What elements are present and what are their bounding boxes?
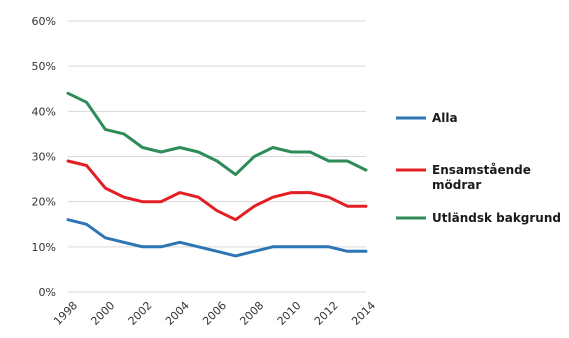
- x-tick-label: 2012: [312, 299, 341, 328]
- x-tick-label: 2004: [163, 299, 192, 328]
- x-tick-label: 2014: [349, 299, 378, 328]
- x-tick-label: 2006: [200, 299, 229, 328]
- legend-label-0: Alla: [432, 111, 458, 125]
- legend-label-2: Utländsk bakgrund: [432, 211, 561, 225]
- y-tick-label: 50%: [32, 60, 56, 73]
- y-tick-label: 60%: [32, 15, 56, 28]
- x-tick-label: 2000: [88, 299, 117, 328]
- x-axis-tick-labels: 1998 2000 2002 2004 2006 2008 2010 2012 2014: [51, 299, 378, 328]
- x-tick-label: 2002: [126, 299, 155, 328]
- y-tick-label: 20%: [32, 196, 56, 209]
- x-tick-label: 1998: [51, 299, 80, 328]
- y-tick-label: 40%: [32, 105, 56, 118]
- series-line-0: [66, 218, 368, 258]
- y-tick-label: 0%: [39, 286, 56, 299]
- legend-label-1: mödrar: [432, 178, 481, 192]
- x-tick-label: 2008: [237, 299, 266, 328]
- y-tick-label: 30%: [32, 151, 56, 164]
- legend-label-1: Ensamstående: [432, 163, 531, 177]
- series-line-1: [66, 159, 368, 222]
- series-lines: [66, 91, 368, 258]
- y-axis-tick-labels: 0% 10% 20% 30% 40% 50% 60%: [32, 15, 56, 299]
- series-line-2: [66, 91, 368, 177]
- y-tick-label: 10%: [32, 241, 56, 254]
- gridlines: [68, 20, 366, 293]
- x-tick-label: 2010: [275, 299, 304, 328]
